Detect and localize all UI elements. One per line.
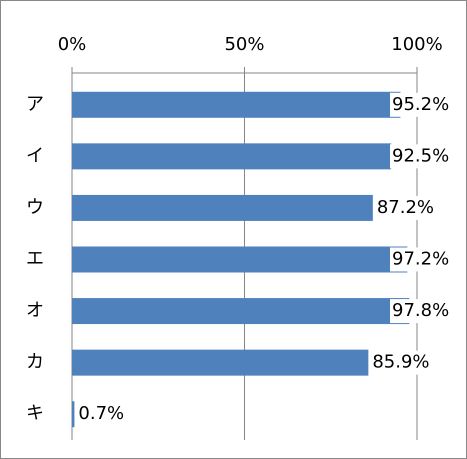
label-background — [76, 402, 127, 427]
bar — [72, 194, 373, 221]
bar — [72, 349, 369, 376]
data-label: 97.2% — [392, 249, 449, 270]
bar — [72, 401, 75, 428]
x-tick-label: 50% — [224, 34, 264, 55]
label-background — [374, 195, 437, 220]
y-tick-label: オ — [26, 300, 44, 321]
label-background — [390, 144, 452, 169]
data-label: 87.2% — [377, 197, 434, 218]
bar — [72, 246, 408, 273]
data-label: 85.9% — [372, 352, 429, 373]
x-tick-label: 0% — [58, 34, 87, 55]
y-tick-label: エ — [26, 249, 44, 270]
data-label: 97.8% — [392, 300, 449, 321]
y-tick-label: ア — [26, 94, 44, 115]
data-label: 95.2% — [392, 94, 449, 115]
y-tick-label: ウ — [26, 197, 44, 218]
y-tick-label: キ — [26, 403, 44, 424]
label-background — [390, 247, 452, 272]
label-background — [390, 92, 452, 117]
bar — [72, 298, 410, 325]
data-label: 0.7% — [78, 403, 124, 424]
data-label: 92.5% — [392, 145, 449, 166]
label-background — [370, 350, 432, 375]
bar — [72, 143, 392, 170]
x-tick-label: 100% — [391, 34, 442, 55]
y-tick-label: カ — [26, 352, 44, 373]
y-tick-label: イ — [26, 145, 44, 166]
label-background — [390, 299, 452, 324]
bar — [72, 91, 401, 118]
